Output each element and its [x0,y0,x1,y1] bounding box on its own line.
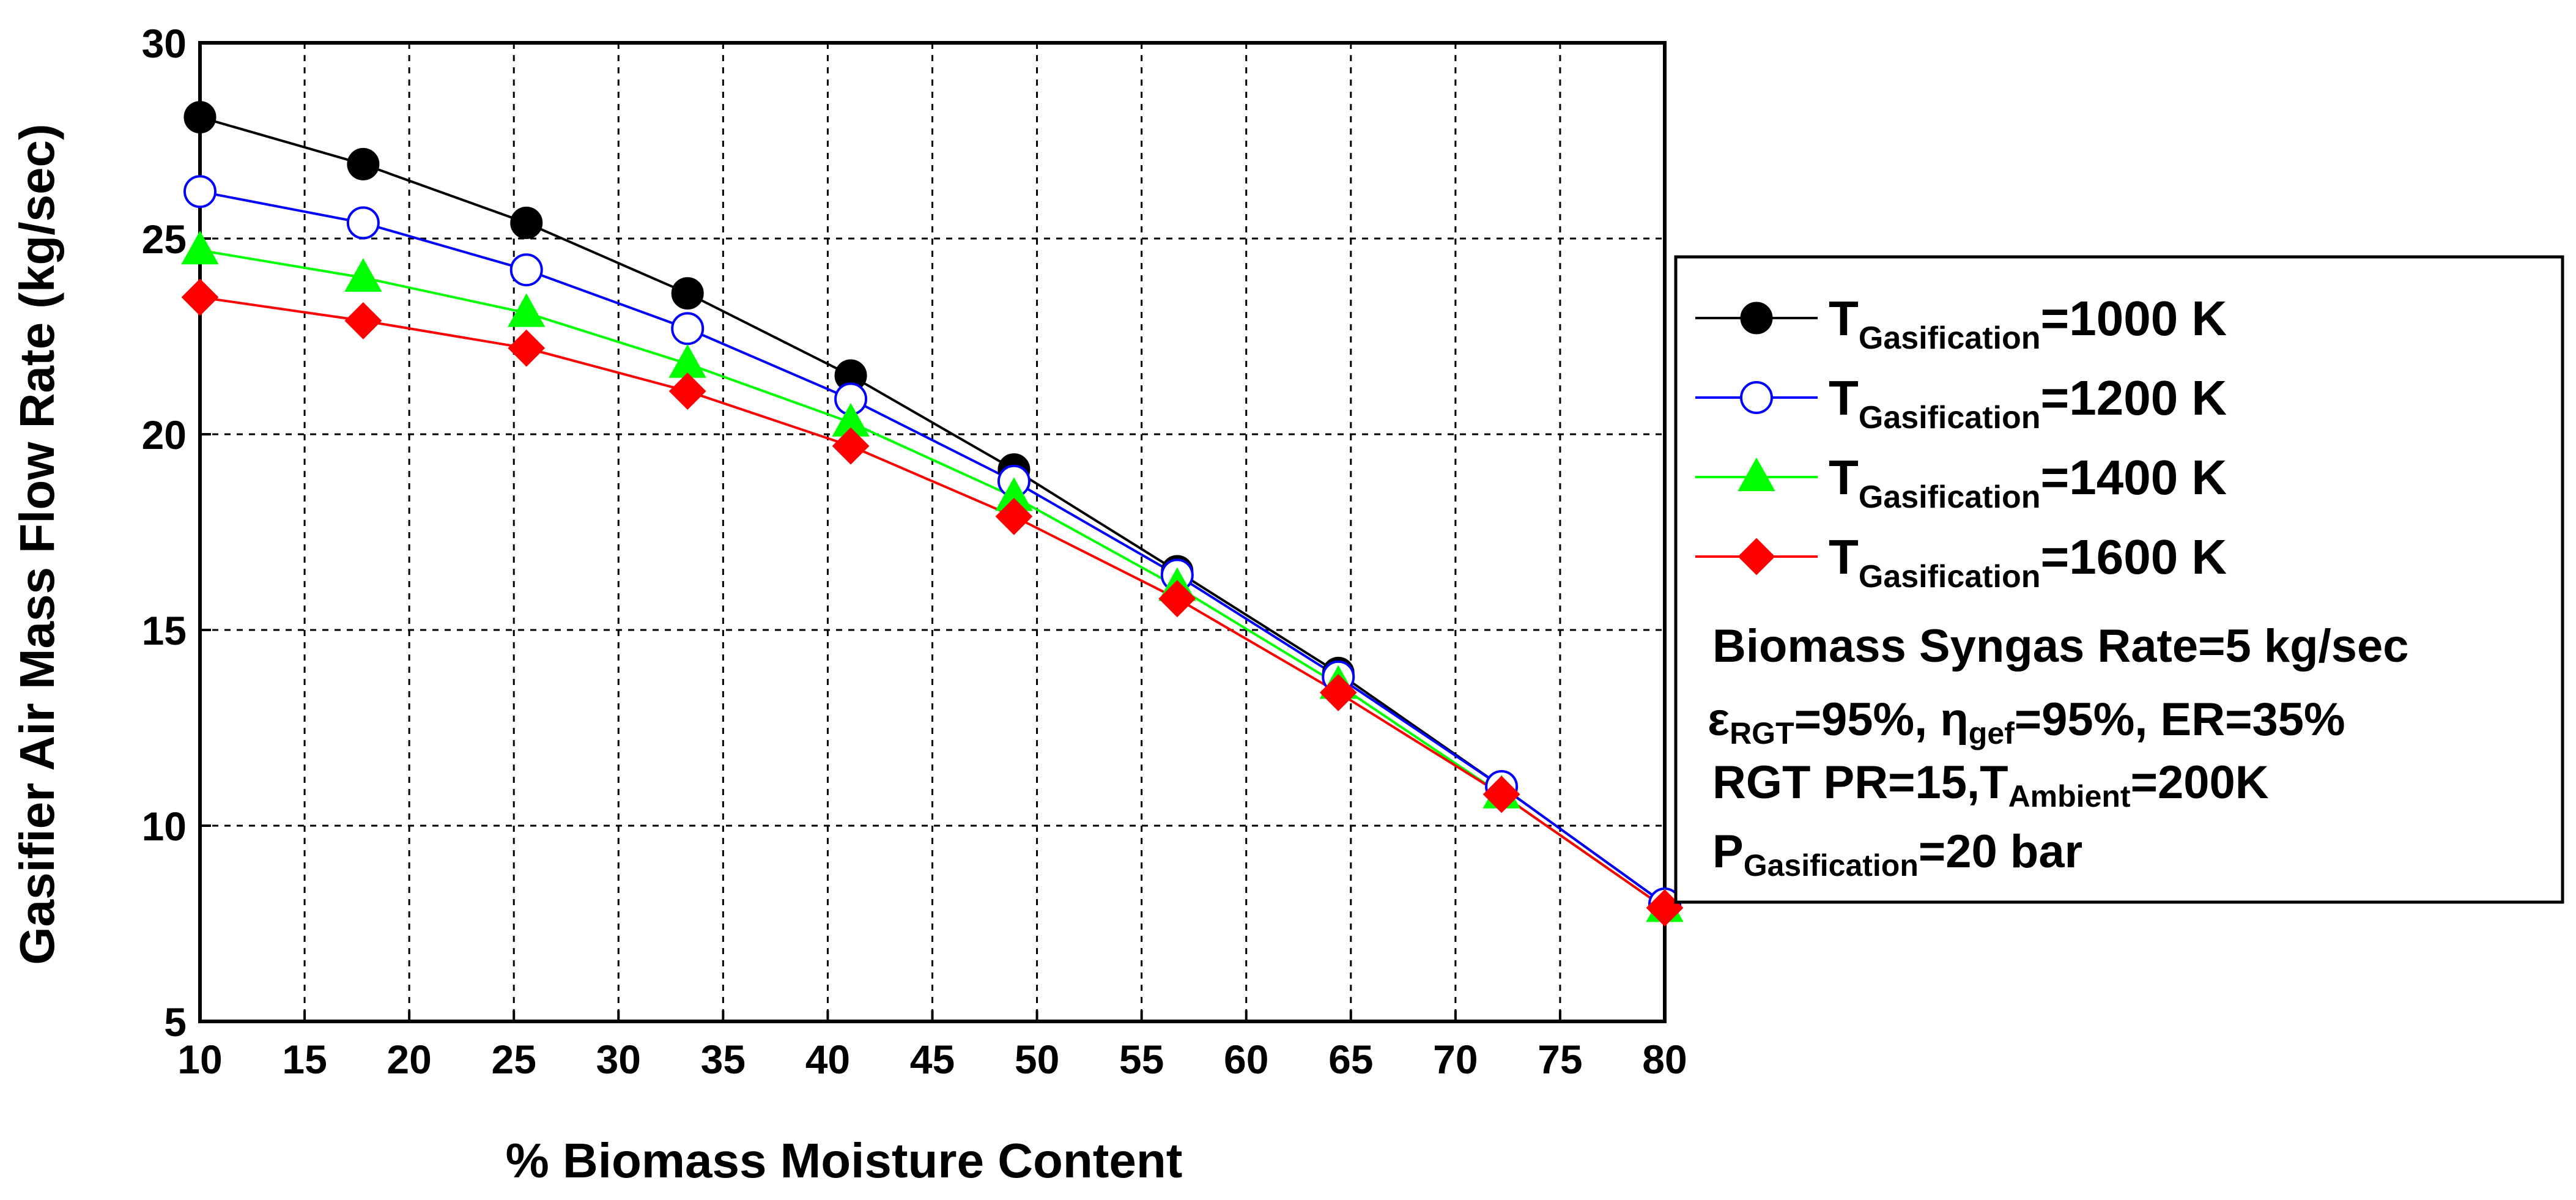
y-axis-title: Gasifier Air Mass Flow Rate (kg/sec) [10,124,64,965]
x-tick-label: 25 [492,1037,536,1082]
data-point-1-2 [509,253,543,287]
data-point-3-4 [832,427,870,465]
series-line-0 [199,116,1666,905]
epsilon-symbol: ε [1708,694,1730,746]
y-tick-label: 30 [142,21,187,66]
x-tick-label: 30 [596,1037,641,1082]
y-tick-label: 25 [142,217,187,262]
legend-marker-3 [1738,538,1775,576]
x-tick-label: 65 [1328,1037,1373,1082]
pr-end: =200K [2131,757,2269,809]
legend-marker-1 [1740,381,1773,414]
data-point-2-0 [181,231,219,265]
x-tick-label: 35 [701,1037,746,1082]
data-point-0-2 [510,206,543,239]
x-tick-label: 40 [805,1037,850,1082]
pr-start: RGT PR=15,T [1712,757,2008,809]
x-tick-label: 10 [177,1037,222,1082]
series-lines [199,116,1666,909]
series-line-1 [199,190,1666,905]
data-point-3-0 [181,278,219,316]
data-point-0-0 [183,101,217,134]
info-pressure-ratio: RGT PR=15,TAmbient=200K [1712,757,2269,813]
data-point-3-7 [1319,673,1357,711]
legend-label-3: TGasification=1600 K [1829,530,2227,594]
subscript-gef: gef [1969,716,2015,750]
info-syngas-rate: Biomass Syngas Rate=5 kg/sec [1712,620,2408,672]
y-tick-label: 5 [164,999,187,1045]
series-line-2 [199,249,1666,909]
data-point-0-3 [671,277,704,310]
grid-lines [200,43,1665,1021]
p-start: P [1712,826,1744,878]
info-gasification-pressure: PGasification=20 bar [1712,826,2082,883]
subscript-gasification: Gasification [1744,848,1919,883]
data-point-2-1 [344,257,382,292]
data-point-3-3 [668,372,706,410]
p-end: =20 bar [1919,826,2082,878]
data-point-1-1 [346,206,380,240]
legend-box [1674,255,2564,904]
legend-label-0: TGasification=1000 K [1829,291,2227,356]
efficiency-end: =95%, ER=35% [2015,694,2345,746]
x-tick-label: 15 [282,1037,327,1082]
data-point-3-2 [508,329,546,367]
series-markers [181,101,1684,927]
data-point-3-6 [1158,580,1196,618]
y-axis-ticks: 5 10 15 20 25 30 [142,21,211,1045]
x-tick-label: 45 [910,1037,955,1082]
x-tick-label: 50 [1015,1037,1059,1082]
legend-marker-2 [1738,457,1775,491]
x-tick-label: 75 [1538,1037,1582,1082]
info-efficiencies: εRGT=95%, ηgef=95%, ER=35% [1708,694,2345,750]
data-point-1-0 [183,175,217,209]
data-point-3-1 [344,302,382,339]
legend: TGasification=1000 K TGasification=1200 K… [1695,291,2227,594]
legend-marker-0 [1740,302,1773,335]
data-point-3-5 [995,497,1033,535]
y-tick-label: 20 [142,412,187,457]
y-tick-label: 15 [142,608,187,653]
data-point-0-1 [347,147,380,180]
x-tick-label: 80 [1642,1037,1687,1082]
x-axis-title: % Biomass Moisture Content [506,1133,1183,1188]
x-tick-label: 60 [1224,1037,1268,1082]
data-point-1-3 [671,312,705,346]
subscript-rgt: RGT [1730,716,1794,750]
efficiency-mid: =95%, η [1794,694,1969,746]
y-tick-label: 10 [142,804,187,849]
data-point-3-8 [1482,776,1520,813]
data-point-2-2 [508,293,546,327]
x-tick-label: 20 [387,1037,431,1082]
x-axis-ticks: 10 15 20 25 30 35 40 45 50 55 60 65 70 75 80 [177,1010,1687,1082]
legend-label-2: TGasification=1400 K [1829,450,2227,515]
x-tick-label: 55 [1119,1037,1164,1082]
subscript-ambient: Ambient [2008,779,2131,813]
x-tick-label: 70 [1433,1037,1478,1082]
legend-label-1: TGasification=1200 K [1829,371,2227,435]
series-line-3 [199,296,1666,909]
